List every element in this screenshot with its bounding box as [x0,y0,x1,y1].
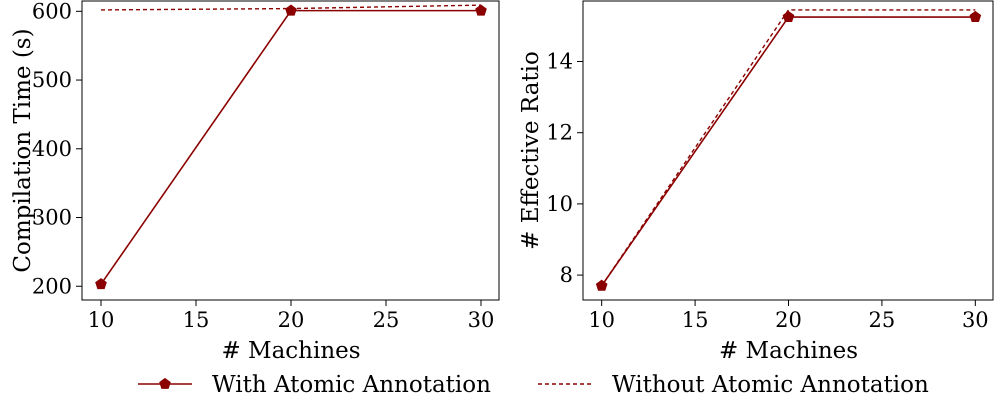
x-tick-label: 20 [278,308,305,332]
legend-label-with-atomic: With Atomic Annotation [212,372,491,398]
series-line-without-atomic [601,9,976,287]
y-tick-label: 200 [32,274,72,298]
y-tick-label: 300 [32,206,72,230]
x-tick-label: 20 [775,308,802,332]
x-tick-label: 15 [183,308,210,332]
data-point-with-atomic [285,4,297,16]
plot-frame [582,0,994,301]
x-tick-label: 10 [88,308,115,332]
series-line-with-atomic [100,9,481,285]
data-point-with-atomic [95,278,107,290]
data-point-with-atomic [969,10,982,22]
x-axis-title: # Machines [221,338,360,364]
x-axis-title: # Machines [719,338,858,364]
x-tick-label: 30 [468,308,495,332]
x-tick-label: 10 [588,308,615,332]
y-tick-label: 10 [546,192,573,216]
x-tick-label: 30 [962,308,989,332]
y-tick-label: 500 [32,68,72,92]
y-tick-label: 12 [546,121,573,145]
data-point-with-atomic [595,279,608,291]
x-tick-label: 25 [373,308,400,332]
x-tick-label: 25 [869,308,896,332]
y-axis-title: Compilation Time (s) [10,28,36,272]
data-point-with-atomic [782,10,795,22]
y-tick-label: 400 [32,137,72,161]
legend: With Atomic Annotation Without Atomic An… [138,372,929,398]
chart-effective-ratio: 10 15 20 25 30 8 10 12 14 # Machines # Effective R… [518,0,994,364]
legend-label-without-atomic: Without Atomic Annotation [612,372,929,398]
x-tick-label: 15 [682,308,709,332]
y-axis-title: # Effective Ratio [518,51,544,250]
plot-frame [81,0,500,301]
y-tick-label: 8 [560,263,573,287]
data-point-with-atomic [475,4,487,16]
y-tick-label: 14 [546,50,573,74]
legend-marker-pentagon [159,377,171,389]
y-tick-label: 600 [32,0,72,23]
series-line-with-atomic [601,16,976,287]
chart-compilation-time: 10 15 20 25 30 200 300 400 500 600 # Machines Compi… [10,0,500,364]
